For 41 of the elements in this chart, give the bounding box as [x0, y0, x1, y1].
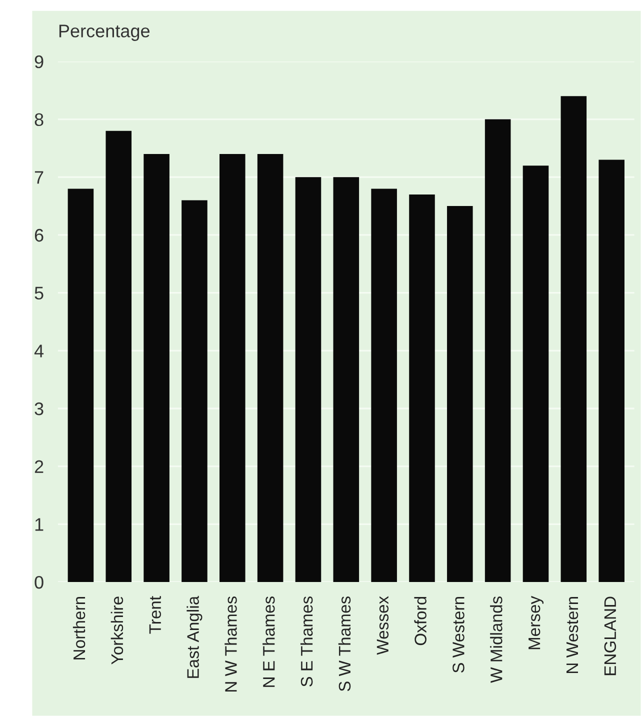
x-tick-label: East Anglia — [186, 596, 202, 678]
bar — [257, 154, 284, 582]
x-tick-label: N E Thames — [262, 596, 275, 687]
x-tick-label: S Western — [452, 596, 464, 673]
bar — [598, 160, 624, 582]
bar — [560, 96, 587, 582]
bar — [484, 119, 511, 582]
bar — [182, 200, 208, 582]
x-tick-label: S E Thames — [300, 596, 313, 687]
bar — [106, 130, 132, 582]
bar — [144, 154, 170, 582]
x-tick-label: N Western — [566, 596, 578, 673]
bar — [220, 154, 246, 582]
y-tick-label: 9 — [34, 55, 44, 68]
bar — [447, 206, 473, 582]
y-tick-label: 1 — [35, 518, 44, 531]
y-tick-label: 6 — [34, 228, 44, 242]
x-tick-label: Wessex — [376, 596, 389, 655]
bar — [333, 177, 360, 582]
x-tick-label: W Midlands — [490, 596, 502, 683]
y-tick-label: 7 — [34, 171, 44, 184]
bar — [409, 194, 435, 582]
y-tick-label: 5 — [34, 286, 44, 300]
x-tick-label: S W Thames — [338, 596, 351, 692]
x-tick-label: Northern — [72, 596, 86, 660]
x-tick-label: Trent — [149, 596, 162, 634]
y-tick-label: 8 — [34, 113, 44, 126]
bar — [68, 188, 94, 582]
x-tick-label: Oxford — [414, 596, 426, 646]
x-tick-label: Yorkshire — [110, 596, 124, 664]
x-tick-label: Mersey — [528, 596, 544, 650]
y-tick-label: 2 — [34, 460, 44, 473]
bar — [295, 177, 322, 582]
y-axis-title: Percentage — [59, 24, 150, 41]
y-tick-label: 4 — [34, 344, 44, 358]
x-tick-label: N W Thames — [224, 596, 237, 692]
bar — [371, 188, 397, 582]
x-tick-label: ENGLAND — [604, 596, 616, 676]
y-tick-label: 3 — [34, 402, 44, 416]
y-tick-label: 0 — [34, 576, 44, 589]
bar — [522, 166, 549, 582]
